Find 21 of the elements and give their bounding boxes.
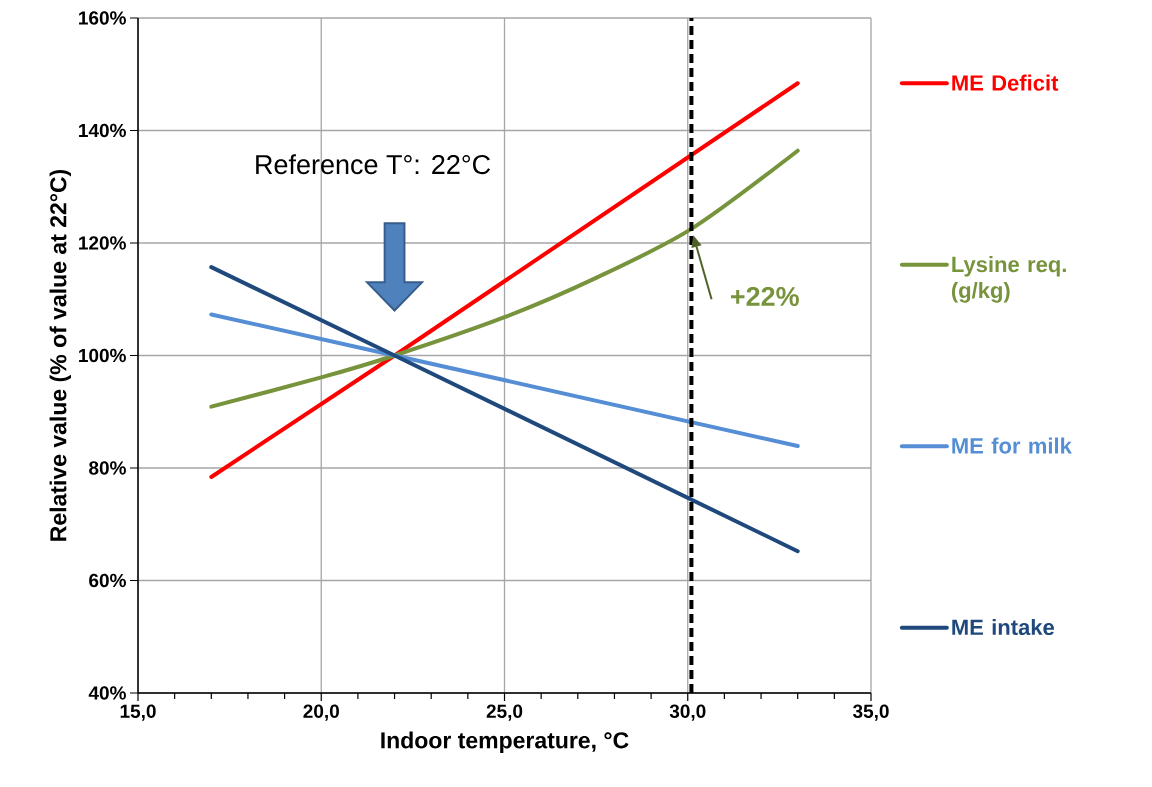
y-axis-title: Relative value (% of value at 22°C) [49, 169, 72, 541]
y-tick-label: 40% [88, 686, 126, 700]
y-tick-label: 120% [79, 236, 126, 250]
y-tick-label: 100% [79, 348, 126, 363]
legend-label: ME Deficit [952, 74, 1059, 91]
x-tick-label: 25,0 [486, 704, 523, 721]
annotation: Reference T°: 22°C [256, 154, 491, 175]
x-tick-label: 15,0 [120, 704, 156, 721]
x-tick-label: 35,0 [852, 704, 889, 721]
legend-label: Lysine req. (g/kg) [951, 256, 1066, 303]
legend-label: ME intake [952, 618, 1055, 636]
y-tick-label: 140% [79, 123, 126, 138]
x-tick-label: 20,0 [303, 704, 339, 721]
y-tick-label: 80% [89, 461, 126, 475]
x-axis-title: Indoor temperature, °C [381, 731, 629, 754]
annotation: +22% [730, 286, 799, 306]
x-tick-label: 30,0 [669, 704, 706, 721]
legend-label: ME for milk [952, 437, 1072, 454]
line-series [209, 148, 800, 409]
y-tick-label: 60% [89, 573, 126, 588]
y-tick-label: 160% [79, 11, 126, 25]
